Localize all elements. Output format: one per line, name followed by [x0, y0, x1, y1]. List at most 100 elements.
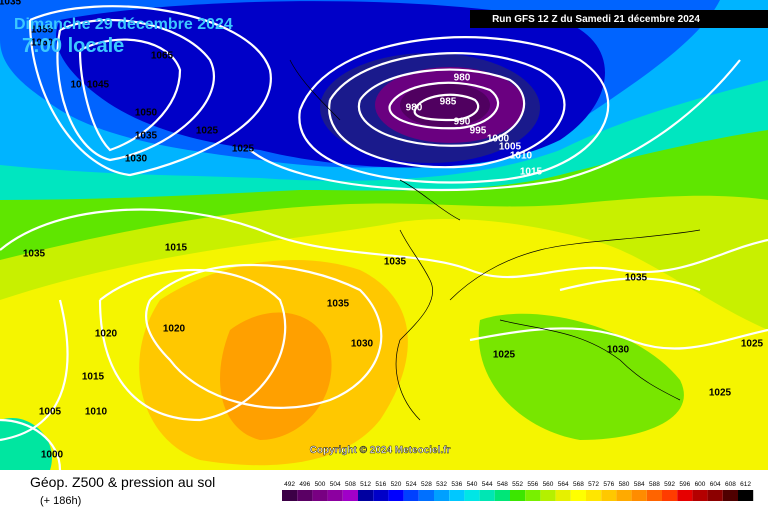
isobar-label: 995: [470, 126, 487, 137]
isobar: [56, 18, 216, 162]
coastline: [395, 229, 701, 421]
colorbar-swatch: [373, 490, 389, 501]
copyright: Copyright © 2024 Meteociel.fr: [310, 445, 451, 456]
isobar: [388, 81, 500, 130]
isobar-label: 1035: [625, 273, 648, 284]
isobar: [0, 208, 768, 279]
colorbar-label: 580: [619, 481, 630, 488]
colorbar-swatch: [646, 490, 662, 501]
colorbar-swatch: [738, 490, 754, 501]
colorbar-swatch: [662, 490, 678, 501]
colorbar-swatch: [722, 490, 738, 501]
isobar-label: 1065: [151, 51, 174, 62]
footer-title: Géop. Z500 & pression au sol: [30, 474, 215, 490]
colorbar-swatch: [494, 490, 510, 501]
colorbar-swatch: [282, 490, 298, 501]
colorbar-swatch: [342, 490, 358, 501]
isobar-label: 1010: [85, 407, 108, 418]
isobar-label: 1030: [125, 154, 148, 165]
isobar-label: 1020: [95, 329, 118, 340]
colorbar-label: 504: [330, 481, 341, 488]
colorbar-label: 608: [725, 481, 736, 488]
isobar-label: 1005: [39, 407, 62, 418]
forecast-date: Dimanche 29 décembre 2024: [14, 16, 233, 33]
isobar-label: 1025: [709, 388, 732, 399]
isobar-label: 990: [454, 117, 471, 128]
isobar-label: 1035: [135, 131, 158, 142]
colorbar-swatch: [631, 490, 647, 501]
isobar: [559, 277, 701, 292]
isobar-label: 1030: [607, 345, 630, 356]
colorbar-label: 496: [299, 481, 310, 488]
isobar-label: 1010: [510, 151, 533, 162]
footer-lead: (+ 186h): [40, 495, 81, 507]
colorbar: 492 496 500 504 508 512 516 520 524 528 532 536 540 5…: [282, 481, 754, 501]
colorbar-label: 528: [421, 481, 432, 488]
isobar-label: 1025: [232, 144, 255, 155]
colorbar-label: 556: [527, 481, 538, 488]
colorbar-swatch: [297, 490, 313, 501]
isobar-label: 980: [454, 73, 471, 84]
colorbar-swatch: [677, 490, 693, 501]
colorbar-label: 564: [558, 481, 569, 488]
coastline: [289, 59, 461, 221]
colorbar-swatch: [540, 490, 556, 501]
colorbar-label: 592: [664, 481, 675, 488]
colorbar-swatch: [692, 490, 708, 501]
colorbar-label: 524: [406, 481, 417, 488]
colorbar-label: 560: [543, 481, 554, 488]
isobar: [328, 52, 566, 169]
isobar: [78, 38, 182, 152]
colorbar-label: 492: [284, 481, 295, 488]
colorbar-label: 568: [573, 481, 584, 488]
field-deep-purple: [400, 83, 490, 127]
colorbar-label: 544: [482, 481, 493, 488]
colorbar-label: 536: [451, 481, 462, 488]
colorbar-swatch: [388, 490, 404, 501]
colorbar-swatch: [464, 490, 480, 501]
isobar-label: 985: [440, 97, 457, 108]
colorbar-swatch: [418, 490, 434, 501]
colorbar-swatch: [358, 490, 374, 501]
isobar-label: 1045: [87, 80, 110, 91]
colorbar-label: 600: [695, 481, 706, 488]
colorbar-swatch: [707, 490, 723, 501]
isobar: [298, 36, 610, 184]
isobar-label: 1015: [520, 167, 543, 178]
isobar-label: 1035: [327, 299, 350, 310]
colorbar-label: 612: [740, 481, 751, 488]
isobar-label: 1050: [135, 108, 158, 119]
isobar-label: 10: [70, 80, 82, 91]
isobar: [145, 263, 383, 409]
colorbar-label: 540: [467, 481, 478, 488]
isobar-label: 1035: [0, 0, 22, 8]
coastlines: [289, 59, 701, 421]
run-box: [470, 10, 768, 28]
colorbar-label: 572: [588, 481, 599, 488]
colorbar-swatch: [434, 490, 450, 501]
colorbar-swatch: [616, 490, 632, 501]
colorbar-label: 604: [710, 481, 721, 488]
isobar: [0, 418, 62, 471]
isobar-label: 1005: [499, 142, 522, 153]
colorbar-swatch: [555, 490, 571, 501]
colorbar-label: 512: [360, 481, 371, 488]
colorbar-label: 520: [391, 481, 402, 488]
colorbar-label: 584: [634, 481, 645, 488]
isobar: [469, 327, 768, 350]
colorbar-label: 516: [375, 481, 386, 488]
colorbar-swatch: [586, 490, 602, 501]
isobar-label: 1055: [31, 25, 54, 36]
colorbar-swatch: [449, 490, 465, 501]
isobar-label: 1025: [741, 339, 764, 350]
run-info: Run GFS 12 Z du Samedi 21 décembre 2024: [492, 14, 700, 25]
isobar: [357, 68, 526, 147]
colorbar-swatch: [479, 490, 495, 501]
isobar: [249, 59, 741, 192]
colorbar-swatch: [312, 490, 328, 501]
colorbar-swatch: [570, 490, 586, 501]
colorbar-swatch: [510, 490, 526, 501]
colorbar-label: 500: [315, 481, 326, 488]
isobar-label: 1020: [163, 324, 186, 335]
